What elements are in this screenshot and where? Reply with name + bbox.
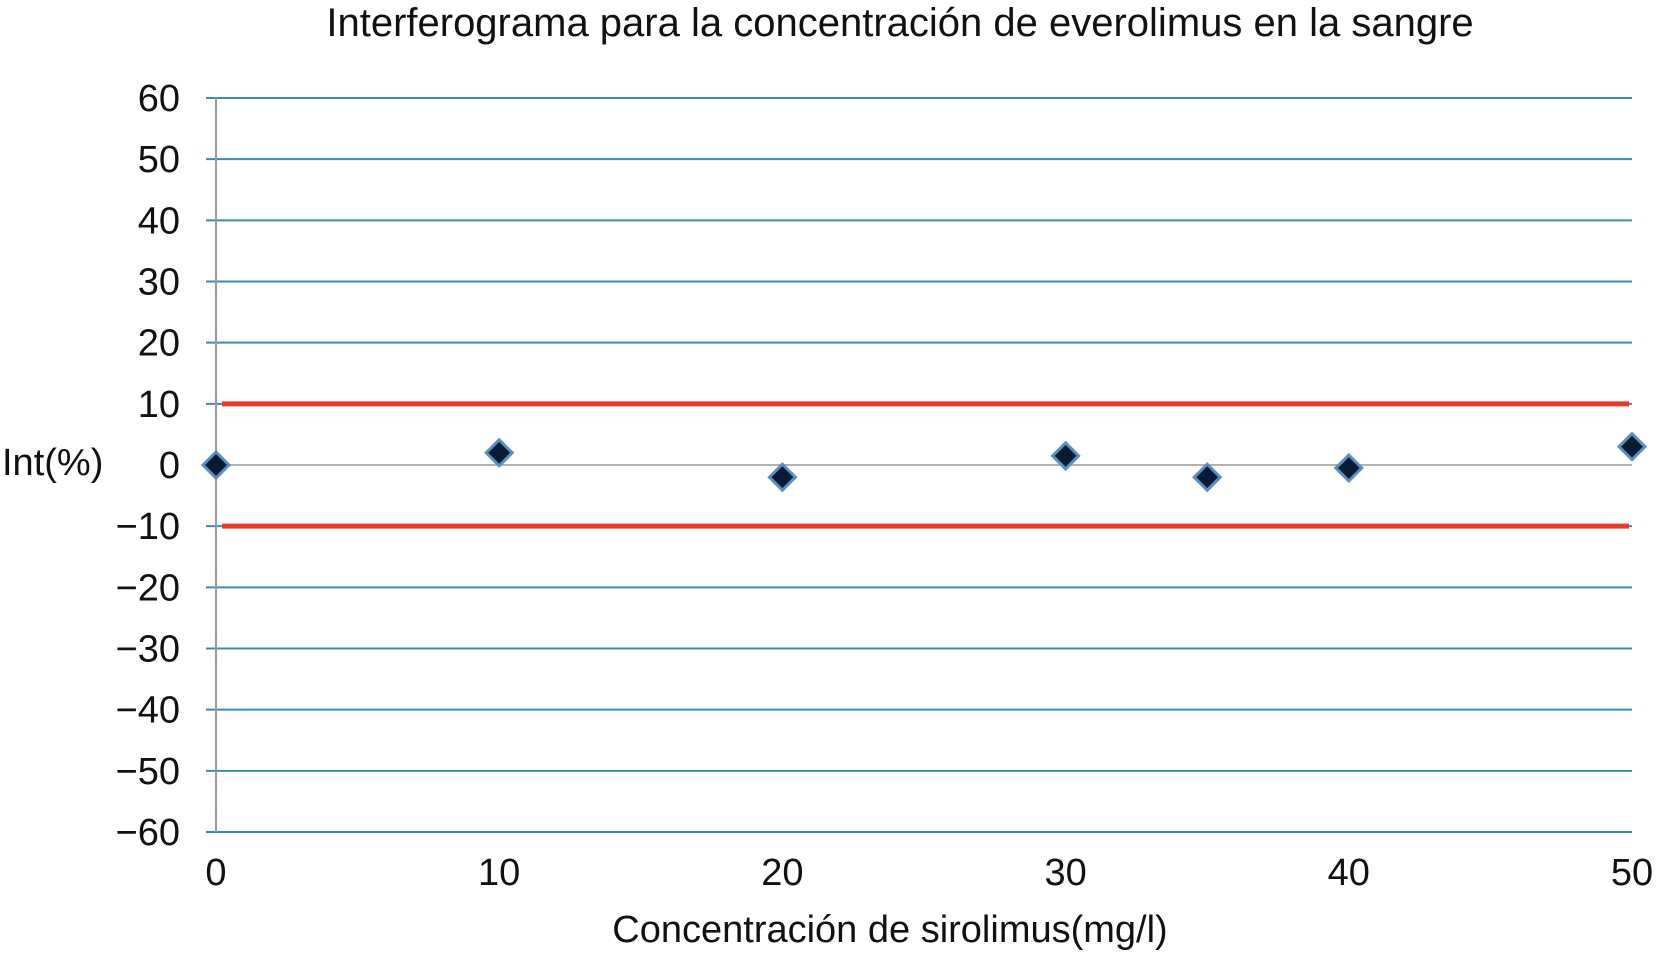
data-point bbox=[1192, 462, 1223, 493]
y-tick-label: −20 bbox=[116, 567, 180, 609]
y-tick-label: −40 bbox=[116, 690, 180, 732]
y-tick-label: 30 bbox=[138, 262, 180, 304]
y-tick-label: −60 bbox=[116, 812, 180, 854]
data-point bbox=[767, 462, 798, 493]
y-tick-label: 60 bbox=[138, 78, 180, 120]
y-tick-label: 40 bbox=[138, 200, 180, 242]
x-tick-label: 10 bbox=[478, 852, 520, 894]
y-tick-label: 10 bbox=[138, 384, 180, 426]
y-tick-label: −30 bbox=[116, 629, 180, 671]
y-tick-label: 50 bbox=[138, 139, 180, 181]
x-tick-label: 40 bbox=[1328, 852, 1370, 894]
data-point bbox=[1333, 452, 1364, 484]
y-tick-label: −10 bbox=[116, 506, 180, 548]
y-tick-label: 20 bbox=[138, 323, 180, 365]
data-point bbox=[200, 449, 232, 481]
x-tick-label: 20 bbox=[761, 852, 803, 894]
chart-title: Interferograma para la concentración de … bbox=[326, 1, 1473, 45]
data-points bbox=[200, 431, 1648, 493]
y-axis-label: Int(%) bbox=[2, 442, 103, 484]
data-point bbox=[1616, 431, 1648, 462]
x-tick-label: 0 bbox=[205, 852, 226, 894]
y-tick-label: −50 bbox=[116, 751, 180, 793]
reference-lines bbox=[222, 401, 1629, 529]
y-tick-labels: 60 50 40 30 20 10 0 −10 −20 −30 −40 −50 −60 bbox=[116, 78, 180, 854]
grid-layer bbox=[206, 97, 1632, 833]
x-tick-labels: 0 10 20 30 40 50 bbox=[205, 852, 1653, 894]
x-tick-label: 30 bbox=[1044, 852, 1086, 894]
x-axis-label: Concentración de sirolimus(mg/l) bbox=[612, 909, 1167, 951]
data-point bbox=[1050, 440, 1081, 471]
y-tick-label: 0 bbox=[159, 445, 180, 487]
data-point bbox=[484, 437, 515, 468]
x-tick-label: 50 bbox=[1611, 852, 1653, 894]
